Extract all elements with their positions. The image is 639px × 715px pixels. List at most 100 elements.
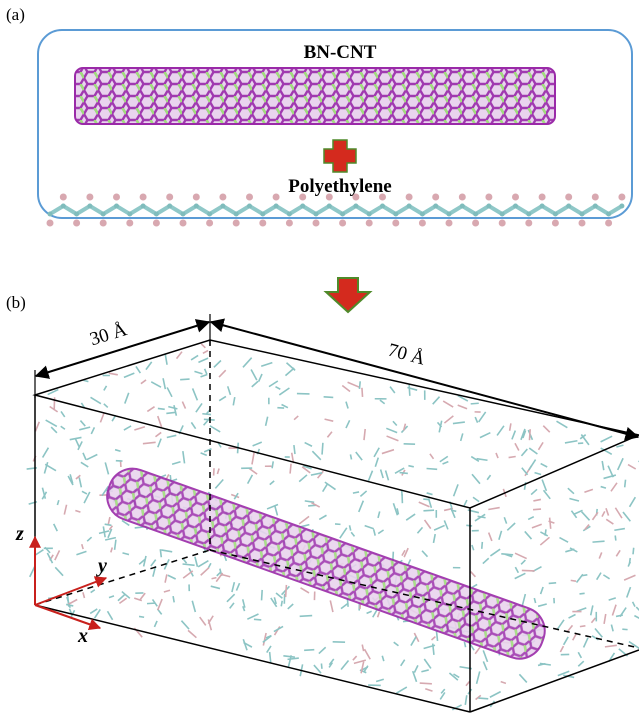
bond	[629, 642, 639, 649]
bond	[183, 564, 195, 565]
panel-label: (b)	[6, 293, 26, 312]
bond	[66, 604, 73, 605]
bond	[497, 426, 504, 436]
bond	[465, 695, 466, 705]
bond	[57, 500, 58, 505]
h-atom	[339, 220, 346, 227]
c-atom	[433, 204, 438, 209]
bond	[487, 475, 490, 480]
bond	[454, 484, 458, 496]
bond	[443, 401, 453, 407]
axis-label: y	[96, 555, 107, 577]
bond	[499, 531, 502, 540]
bond	[290, 464, 291, 474]
c-atom	[287, 212, 292, 217]
h-atom	[579, 220, 586, 227]
bond	[248, 475, 253, 484]
h-atom	[406, 194, 413, 201]
bond	[252, 453, 254, 465]
h-atom	[47, 220, 54, 227]
bond	[115, 450, 120, 452]
c-atom	[486, 204, 491, 209]
bond	[217, 468, 219, 473]
bond	[330, 600, 333, 612]
bond	[341, 660, 348, 669]
bond	[538, 442, 543, 449]
bond	[55, 567, 63, 575]
bond	[294, 445, 295, 454]
bond	[109, 596, 114, 598]
bond	[444, 416, 453, 423]
bond	[614, 529, 625, 531]
bond	[151, 382, 161, 387]
bond	[382, 450, 394, 454]
bond	[201, 344, 205, 348]
bond	[601, 487, 606, 489]
bond	[158, 416, 162, 427]
bond	[219, 370, 226, 377]
bond	[122, 592, 130, 599]
h-atom	[472, 220, 479, 227]
bond	[154, 621, 157, 627]
c-atom	[127, 212, 132, 217]
bond	[472, 474, 480, 483]
bond	[501, 682, 506, 684]
bond	[618, 458, 623, 470]
bond	[351, 532, 354, 536]
bond	[104, 386, 107, 391]
h-atom	[539, 194, 546, 201]
h-atom	[193, 194, 200, 201]
bond	[356, 452, 362, 460]
bond	[532, 524, 542, 528]
c-atom	[207, 212, 212, 217]
h-atom	[379, 194, 386, 201]
c-atom	[314, 212, 319, 217]
bond	[165, 574, 167, 582]
bond	[568, 488, 574, 494]
bond	[367, 611, 372, 613]
bond	[212, 578, 217, 579]
bond	[606, 508, 609, 515]
bond	[342, 385, 350, 391]
bond	[510, 423, 511, 430]
bond	[378, 530, 383, 534]
bond	[167, 435, 176, 437]
bond	[368, 471, 372, 481]
h-atom	[233, 220, 240, 227]
bond	[634, 616, 639, 621]
bond	[578, 652, 581, 658]
c-atom	[540, 204, 545, 209]
polymer-matrix	[27, 344, 639, 710]
bond	[529, 460, 536, 471]
bond	[362, 388, 363, 397]
bond	[443, 462, 449, 464]
bond	[472, 584, 477, 587]
bond	[616, 445, 623, 447]
bond	[304, 650, 314, 651]
bond	[482, 542, 483, 549]
bond	[247, 614, 258, 619]
bond	[305, 443, 312, 447]
bond	[319, 515, 326, 519]
bond	[76, 551, 86, 554]
bond	[515, 573, 526, 578]
c-atom	[234, 212, 239, 217]
bond	[232, 582, 234, 592]
bond	[433, 397, 440, 405]
nanotube	[75, 68, 555, 124]
bond	[436, 631, 437, 641]
bond	[543, 426, 549, 433]
bond	[461, 433, 463, 441]
bond	[163, 378, 165, 389]
c-atom	[447, 212, 452, 217]
bond	[158, 599, 162, 610]
bond	[158, 408, 165, 409]
bond	[86, 454, 97, 459]
bond	[401, 660, 405, 666]
bond	[534, 598, 535, 603]
bond	[584, 638, 588, 648]
bond	[254, 619, 261, 620]
bond	[533, 509, 541, 510]
c-atom	[473, 212, 478, 217]
bond	[183, 451, 185, 463]
